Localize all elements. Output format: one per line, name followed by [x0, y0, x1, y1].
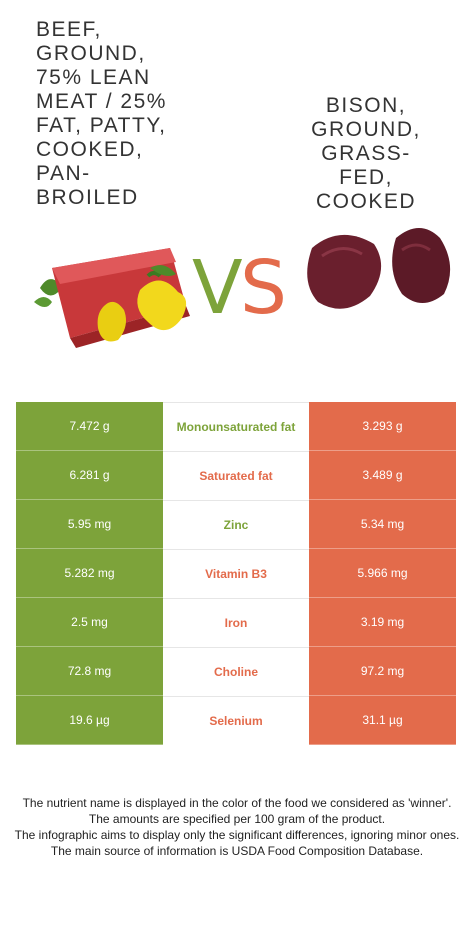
left-value-cell: 72.8 mg [16, 647, 163, 696]
left-value-cell: 2.5 mg [16, 598, 163, 647]
table-row: 5.95 mg Zinc 5.34 mg [16, 500, 456, 549]
comparison-table: 7.472 g Monounsaturated fat 3.293 g 6.281 g… [16, 402, 456, 745]
nutrient-name-cell: Iron [163, 598, 309, 647]
ground-beef-image [34, 248, 190, 348]
right-value-cell: 97.2 mg [309, 647, 456, 696]
left-value-cell: 19.6 µg [16, 696, 163, 745]
table-row: 6.281 g Saturated fat 3.489 g [16, 451, 456, 500]
footer-notes: The nutrient name is displayed in the co… [10, 795, 464, 859]
right-value-cell: 31.1 µg [309, 696, 456, 745]
nutrient-name-cell: Selenium [163, 696, 309, 745]
table-row: 5.282 mg Vitamin B3 5.966 mg [16, 549, 456, 598]
vs-letter-v: V [192, 245, 243, 331]
nutrient-name-cell: Saturated fat [163, 451, 309, 500]
nutrient-name-cell: Zinc [163, 500, 309, 549]
bison-meat-image [307, 228, 451, 309]
table-row: 7.472 g Monounsaturated fat 3.293 g [16, 402, 456, 451]
right-value-cell: 5.966 mg [309, 549, 456, 598]
footer-line-source-note: The main source of information is USDA F… [50, 844, 424, 858]
footer-line-amounts-note: The amounts are specified per 100 gram o… [88, 812, 386, 826]
table-row: 2.5 mg Iron 3.19 mg [16, 598, 456, 647]
left-value-cell: 5.282 mg [16, 549, 163, 598]
right-food-title: BISON, GROUND, GRASS-FED, COOKED [311, 94, 421, 213]
left-value-cell: 5.95 mg [16, 500, 163, 549]
footer-line-winner-note: The nutrient name is displayed in the co… [22, 796, 452, 810]
footer-line-aim-note: The infographic aims to display only the… [14, 828, 460, 842]
food-images [34, 228, 451, 348]
left-value-cell: 7.472 g [16, 402, 163, 451]
left-food-title: BEEF, GROUND, 75% LEAN MEAT / 25% FAT, P… [36, 18, 167, 209]
right-value-cell: 3.489 g [309, 451, 456, 500]
table-row: 19.6 µg Selenium 31.1 µg [16, 696, 456, 745]
nutrient-name-cell: Vitamin B3 [163, 549, 309, 598]
table-row: 72.8 mg Choline 97.2 mg [16, 647, 456, 696]
nutrient-name-cell: Monounsaturated fat [163, 402, 309, 451]
vs-letter-s: S [240, 245, 287, 331]
right-value-cell: 3.19 mg [309, 598, 456, 647]
right-value-cell: 5.34 mg [309, 500, 456, 549]
right-value-cell: 3.293 g [309, 402, 456, 451]
left-value-cell: 6.281 g [16, 451, 163, 500]
nutrient-name-cell: Choline [163, 647, 309, 696]
